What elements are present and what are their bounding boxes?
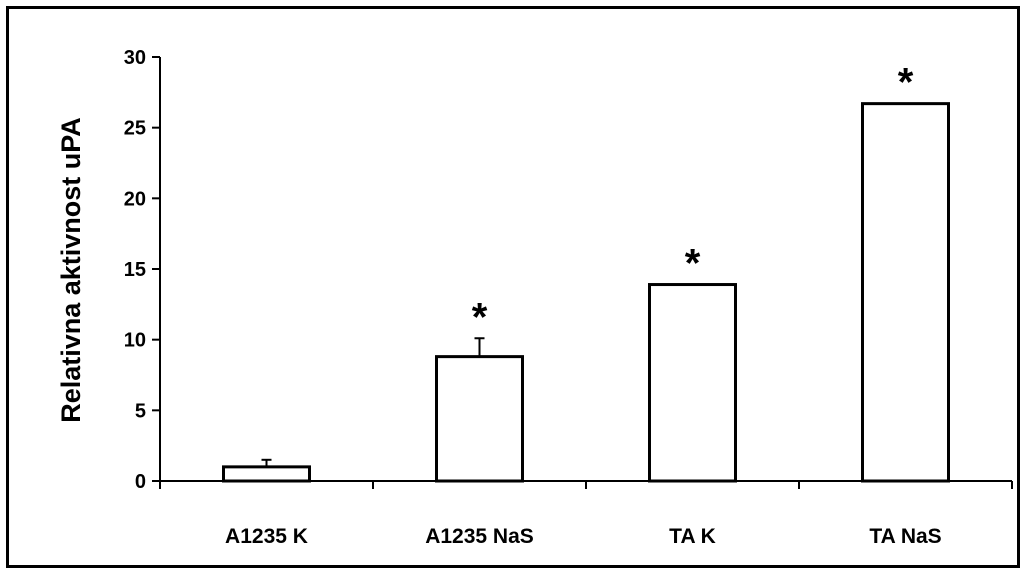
bar (861, 102, 950, 483)
bar (222, 465, 311, 483)
bars: * * * (222, 61, 950, 483)
x-category-label: A1235 NaS (425, 525, 534, 548)
y-tick-label: 15 (124, 259, 146, 281)
bar (648, 283, 737, 483)
bar (435, 355, 524, 483)
y-tick-label: 30 (124, 47, 146, 69)
y-tick-label: 10 (124, 330, 146, 352)
significance-star: * (685, 242, 701, 286)
x-category-label: A1235 K (225, 525, 308, 548)
y-tick-label: 25 (124, 118, 146, 140)
y-axis-title: Relativna aktivnost uPA (56, 117, 86, 423)
significance-star: * (472, 295, 488, 339)
x-category-label: TA NaS (869, 525, 941, 548)
y-tick-label: 5 (135, 400, 146, 422)
y-tick-label: 0 (135, 471, 146, 493)
x-category-label: TA K (669, 525, 716, 548)
significance-star: * (898, 61, 914, 105)
y-tick-label: 20 (124, 188, 146, 210)
